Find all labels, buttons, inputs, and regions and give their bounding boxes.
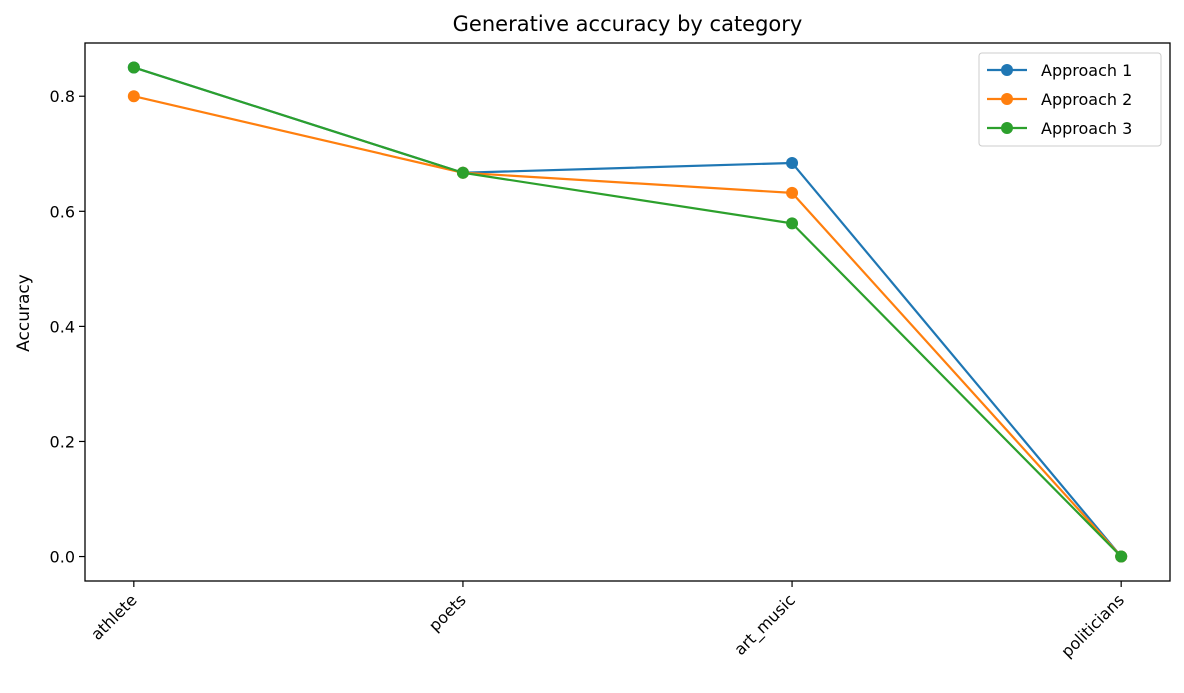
data-point [456, 166, 469, 179]
legend-marker [1001, 93, 1013, 105]
legend-entry: Approach 2 [987, 90, 1132, 109]
plot-area-frame [84, 42, 1171, 582]
legend: Approach 1 Approach 2 Approach 3 [978, 52, 1162, 147]
series-3 [127, 61, 1128, 563]
legend-entry: Approach 1 [987, 61, 1132, 80]
x-axis-ticks: athlete poets art_music politicians [87, 581, 1128, 661]
y-tick-label: 0.0 [50, 548, 75, 567]
chart-title: Generative accuracy by category [453, 12, 803, 36]
y-tick-label: 0.6 [50, 202, 75, 221]
x-tick-label: athlete [87, 590, 140, 643]
data-point [1115, 550, 1128, 563]
legend-entry: Approach 3 [987, 119, 1132, 138]
x-tick-label: politicians [1057, 590, 1128, 661]
series-2 [127, 90, 1128, 563]
legend-label: Approach 2 [1041, 90, 1132, 109]
series-line [133, 95, 1122, 558]
legend-label: Approach 1 [1041, 61, 1132, 80]
data-point [786, 156, 799, 169]
y-tick-label: 0.2 [50, 432, 75, 451]
legend-marker [1001, 64, 1013, 76]
y-axis-ticks: 0.0 0.2 0.4 0.6 0.8 [50, 87, 85, 567]
y-axis-label: Accuracy [14, 274, 34, 352]
x-tick-label: poets [425, 590, 470, 635]
series-line [133, 66, 1122, 558]
data-point [127, 90, 140, 103]
data-point [127, 61, 140, 74]
series-1 [127, 61, 1128, 563]
series-line [133, 66, 1123, 558]
y-tick-label: 0.8 [50, 87, 75, 106]
legend-label: Approach 3 [1041, 119, 1132, 138]
data-point [786, 217, 799, 230]
x-tick-label: art_music [730, 590, 799, 659]
y-tick-label: 0.4 [50, 317, 75, 336]
legend-box [978, 52, 1162, 147]
legend-marker [1001, 122, 1013, 134]
data-point [786, 186, 799, 199]
series-layer [127, 61, 1128, 563]
